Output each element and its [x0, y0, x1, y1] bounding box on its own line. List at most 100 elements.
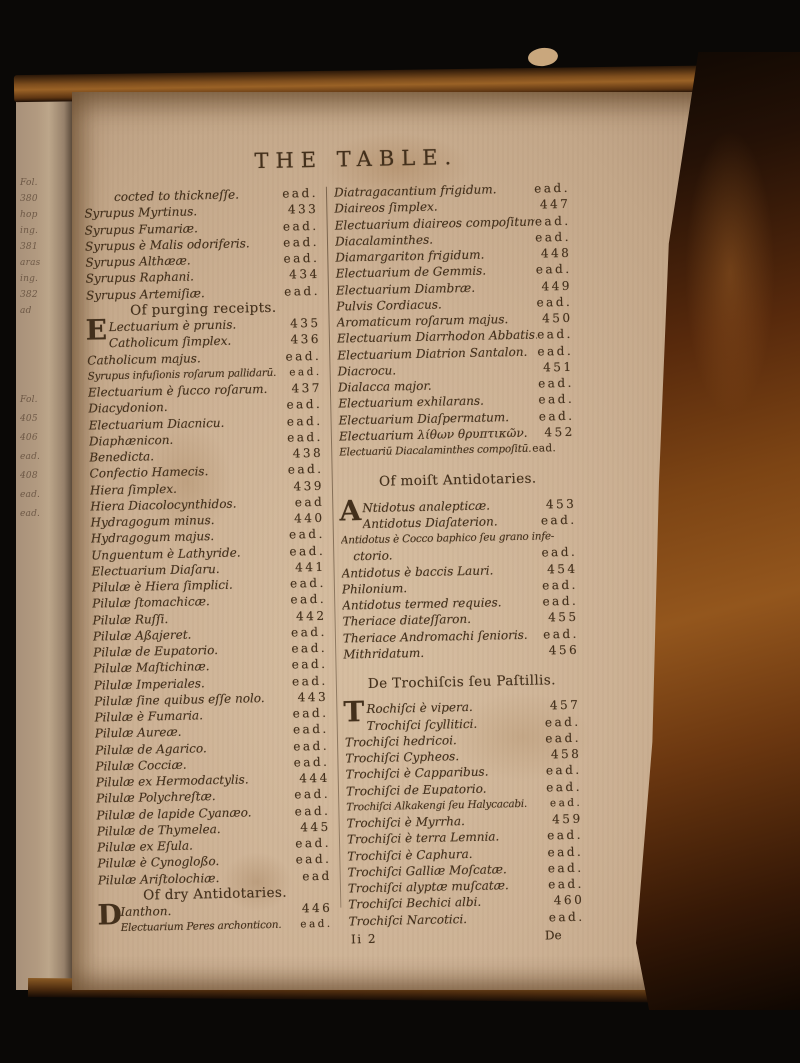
entry-page-number: 442 — [295, 608, 327, 623]
entry-page-number: ead. — [283, 234, 320, 250]
entry-page-number: ead. — [536, 327, 574, 342]
entry-page-number: ead. — [545, 762, 582, 778]
adjacent-page-text: ad — [20, 306, 32, 316]
entry-page-number: ead. — [289, 365, 322, 379]
entry-page-number: ead. — [282, 218, 319, 234]
signature-line: Ii 2 De — [349, 926, 585, 947]
entry-page-number: ead. — [535, 262, 572, 277]
entry-title: Electuariū Diacalaminthes compoſitū. — [339, 442, 532, 459]
entry-page-number: 447 — [539, 197, 571, 212]
entry-page-number: ead. — [546, 779, 583, 794]
entry-page-number: ead. — [287, 462, 324, 477]
entry-page-number: ead. — [286, 397, 323, 412]
adjacent-page-text: Fol. — [20, 178, 38, 188]
entry-page-number: 440 — [293, 510, 325, 526]
entry-page-number: ead. — [290, 624, 327, 640]
heading-label: Of moiſt Antidotaries. — [378, 470, 537, 490]
entry-page-number: 433 — [287, 202, 319, 217]
entry-page-number: ead. — [545, 730, 582, 746]
entry-page-number: ead. — [542, 577, 579, 593]
signature-mark: Ii 2 — [350, 931, 378, 947]
entry-page-number: ead. — [292, 722, 329, 737]
entry-page-number: 459 — [552, 811, 583, 827]
adjacent-page-text: 405 — [20, 414, 38, 424]
entry-page-number: 456 — [548, 642, 580, 658]
entry-page-number: ead. — [288, 527, 325, 542]
entry-page-number: ead. — [290, 592, 327, 607]
entry-page-number: 436 — [290, 332, 322, 347]
section-heading: De Trochiſcis ſeu Paſtillis. — [344, 672, 580, 693]
entry-page-number: 454 — [547, 561, 578, 576]
adjacent-page-text: ead. — [20, 452, 41, 462]
entry-page-number: ead. — [547, 860, 584, 876]
entry-page-number: 457 — [549, 697, 581, 713]
entry-page-number: 444 — [299, 770, 330, 786]
table-row: Trochiſci Narcotici. ead. — [348, 908, 584, 929]
entry-page-number: 449 — [541, 278, 573, 293]
entry-page-number: ead. — [538, 392, 575, 407]
heading-label: De Trochiſcis ſeu Paſtillis. — [367, 672, 556, 693]
entry-page-number: ead. — [535, 229, 572, 245]
entry-page-number: ead. — [282, 185, 319, 201]
entry-page-number: ead. — [534, 213, 571, 229]
table-row: Electuarium Peres archonticon. ead. — [99, 916, 333, 937]
entry-page-number: ead. — [538, 408, 575, 424]
entry-page-number: ead. — [534, 180, 571, 196]
entry-page-number: ead. — [291, 657, 328, 672]
entry-page-number: 443 — [297, 689, 329, 705]
adjacent-page-text: ing. — [20, 274, 39, 284]
adjacent-page-text: 380 — [20, 194, 38, 204]
entry-page-number: 460 — [553, 892, 585, 908]
entry-page-number: ead — [302, 868, 332, 883]
entry-page-number: 453 — [545, 496, 577, 511]
entry-page-number: ead. — [532, 442, 557, 455]
entry-page-number: 451 — [543, 359, 574, 375]
table-row: Mithridatum. 456 — [343, 642, 579, 663]
entry-page-number: ead. — [549, 796, 583, 810]
entry-page-number: ead. — [294, 787, 331, 802]
entry-page-number: ead. — [542, 626, 580, 641]
entry-page-number: 438 — [292, 445, 324, 461]
adjacent-page-text: ead. — [20, 509, 41, 519]
adjacent-page-text: 406 — [20, 433, 38, 443]
page-bump — [527, 46, 559, 68]
entry-page-number: ead. — [293, 738, 330, 754]
entry-page-number: ead. — [547, 827, 584, 843]
entry-page-number: 450 — [542, 310, 573, 326]
entry-page-number: ead. — [548, 909, 585, 924]
entry-page-number: ead. — [537, 375, 575, 391]
adjacent-page-text: 382 — [20, 290, 38, 300]
adjacent-page-text: Fol. — [20, 395, 38, 405]
entry-page-number: ead — [294, 494, 325, 510]
entry-page-number: ead. — [283, 250, 320, 266]
entry-page-number: ead. — [289, 575, 326, 591]
entry-page-number: ead. — [292, 705, 329, 721]
entry-page-number: ead. — [286, 429, 324, 445]
entry-page-number: ead. — [542, 593, 579, 609]
adjacent-page-text: 408 — [20, 471, 38, 481]
adjacent-page-text: ing. — [20, 226, 39, 236]
entry-page-number: ead. — [300, 918, 333, 931]
entry-page-number: ead. — [295, 835, 332, 851]
entry-page-number: ead. — [293, 754, 330, 770]
entry-page-number: 452 — [544, 424, 575, 440]
entry-page-number: 448 — [540, 245, 572, 261]
entry-page-number: ead. — [284, 283, 321, 299]
entry-page-number: ead. — [291, 640, 328, 656]
adjacent-page-text: aras — [20, 258, 41, 268]
adjacent-page-text: 381 — [20, 242, 38, 252]
catchword: De — [544, 927, 562, 943]
entry-page-number: 439 — [293, 478, 325, 493]
entry-page-number: ead. — [541, 545, 578, 560]
book-page: THE TABLE. cocted to thickneſſe. ead. Syru… — [72, 92, 742, 990]
entry-page-number: ead. — [285, 348, 322, 364]
entry-page-number: 458 — [550, 746, 582, 762]
entry-page-number: 435 — [290, 315, 321, 331]
left-column: cocted to thickneſſe. ead. Syrupus Myrtinu… — [84, 185, 333, 953]
entry-page-number: 446 — [301, 900, 333, 916]
entry-page-number: 441 — [294, 559, 326, 575]
entry-page-number: ead. — [295, 852, 332, 867]
adjacent-page-text: ead. — [20, 490, 41, 500]
entry-page-number: ead. — [294, 803, 331, 818]
